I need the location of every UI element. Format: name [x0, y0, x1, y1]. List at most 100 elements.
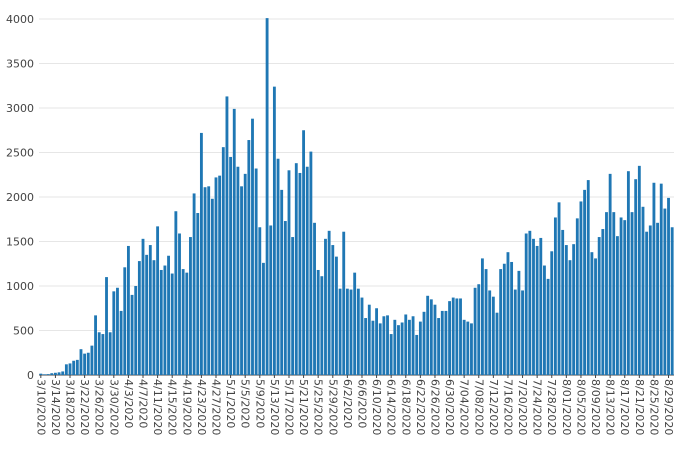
y-tick-label: 0 [27, 369, 34, 382]
y-tick-label: 3000 [6, 102, 34, 115]
x-tick-label: 4/27/2020 [209, 379, 222, 435]
x-tick-label: 5/1/2020 [224, 379, 237, 428]
bar [648, 225, 652, 375]
bar [291, 237, 295, 375]
x-tick-label: 3/22/2020 [78, 379, 91, 435]
bar [407, 319, 411, 375]
bar [667, 197, 670, 375]
bar [437, 318, 441, 375]
bar [459, 298, 462, 375]
bar [440, 310, 444, 375]
bar [448, 301, 451, 375]
bar [597, 237, 601, 375]
bar [455, 298, 459, 375]
bar [433, 304, 437, 375]
bar [484, 269, 488, 375]
bar [167, 255, 170, 375]
bar [539, 237, 543, 375]
bar [630, 212, 634, 375]
bar [553, 217, 557, 375]
x-tick-label: 8/13/2020 [604, 379, 617, 435]
bar [473, 287, 477, 375]
bar [90, 345, 94, 375]
bar [645, 231, 649, 375]
bar [79, 349, 83, 375]
bar [367, 304, 371, 375]
bar [378, 323, 382, 375]
x-tick-label: 5/21/2020 [297, 379, 310, 435]
bar [116, 287, 119, 375]
bar [572, 244, 576, 375]
bar [97, 332, 101, 375]
x-tick-label: 3/18/2020 [64, 379, 77, 435]
bar [94, 315, 97, 375]
x-tick-label: 6/6/2020 [355, 379, 368, 428]
bar [254, 168, 258, 375]
bar [335, 256, 338, 375]
x-tick-label: 3/30/2020 [107, 379, 120, 435]
bar [170, 273, 174, 375]
bar [345, 288, 349, 375]
bar [626, 171, 630, 375]
bar [641, 206, 645, 375]
bar [513, 289, 517, 375]
bar [203, 187, 207, 375]
bar [656, 222, 659, 375]
bar [495, 312, 499, 375]
bar [528, 230, 532, 375]
bar [364, 318, 368, 375]
bar [389, 334, 393, 375]
bar [510, 261, 514, 375]
bar [174, 211, 178, 375]
bar [652, 182, 656, 375]
bar [221, 147, 225, 375]
bar [612, 212, 616, 375]
y-tick-label: 500 [13, 325, 34, 338]
x-tick-label: 5/29/2020 [326, 379, 339, 435]
x-tick-label: 5/5/2020 [239, 379, 252, 428]
bar [586, 180, 590, 375]
bar [269, 225, 273, 375]
bar [159, 269, 163, 375]
x-tick-label: 8/09/2020 [589, 379, 602, 435]
bar [480, 258, 484, 375]
gridlines [39, 18, 674, 376]
bar [218, 175, 222, 375]
x-tick-label: 7/08/2020 [472, 379, 485, 435]
x-tick-label: 8/25/2020 [647, 379, 660, 435]
bar [499, 269, 503, 375]
x-tick-label: 4/7/2020 [137, 379, 150, 428]
bar [637, 165, 641, 375]
x-tick-label: 5/9/2020 [253, 379, 266, 428]
bar [575, 218, 579, 375]
bar [156, 226, 160, 375]
x-tick-label: 8/21/2020 [633, 379, 646, 435]
bar [316, 269, 320, 375]
bar [214, 177, 218, 375]
bar [393, 319, 397, 375]
x-tick-label: 5/17/2020 [282, 379, 295, 435]
bar [86, 352, 90, 375]
x-tick-label: 4/19/2020 [180, 379, 193, 435]
bar [397, 325, 400, 375]
bar [119, 310, 123, 375]
bar [524, 233, 528, 375]
bars [39, 18, 674, 376]
bar [145, 254, 149, 375]
bar [272, 86, 276, 375]
bar [338, 288, 342, 375]
bar [39, 373, 43, 375]
x-axis-ticks: 3/10/2020 3/14/2020 3/18/2020 3/22/2020 3/26… [34, 375, 675, 435]
bar [444, 310, 448, 375]
bar [232, 108, 236, 375]
bar [371, 320, 375, 375]
bar [670, 227, 674, 375]
bar [72, 360, 76, 375]
bar [265, 18, 269, 376]
bar [426, 295, 430, 375]
bar [43, 374, 46, 375]
bar [54, 372, 57, 375]
bar [521, 290, 524, 375]
x-tick-label: 7/28/2020 [545, 379, 558, 435]
